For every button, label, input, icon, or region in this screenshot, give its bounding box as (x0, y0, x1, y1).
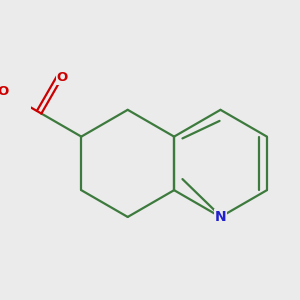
Text: O: O (56, 71, 68, 84)
Text: O: O (0, 85, 9, 98)
Text: N: N (215, 210, 226, 224)
